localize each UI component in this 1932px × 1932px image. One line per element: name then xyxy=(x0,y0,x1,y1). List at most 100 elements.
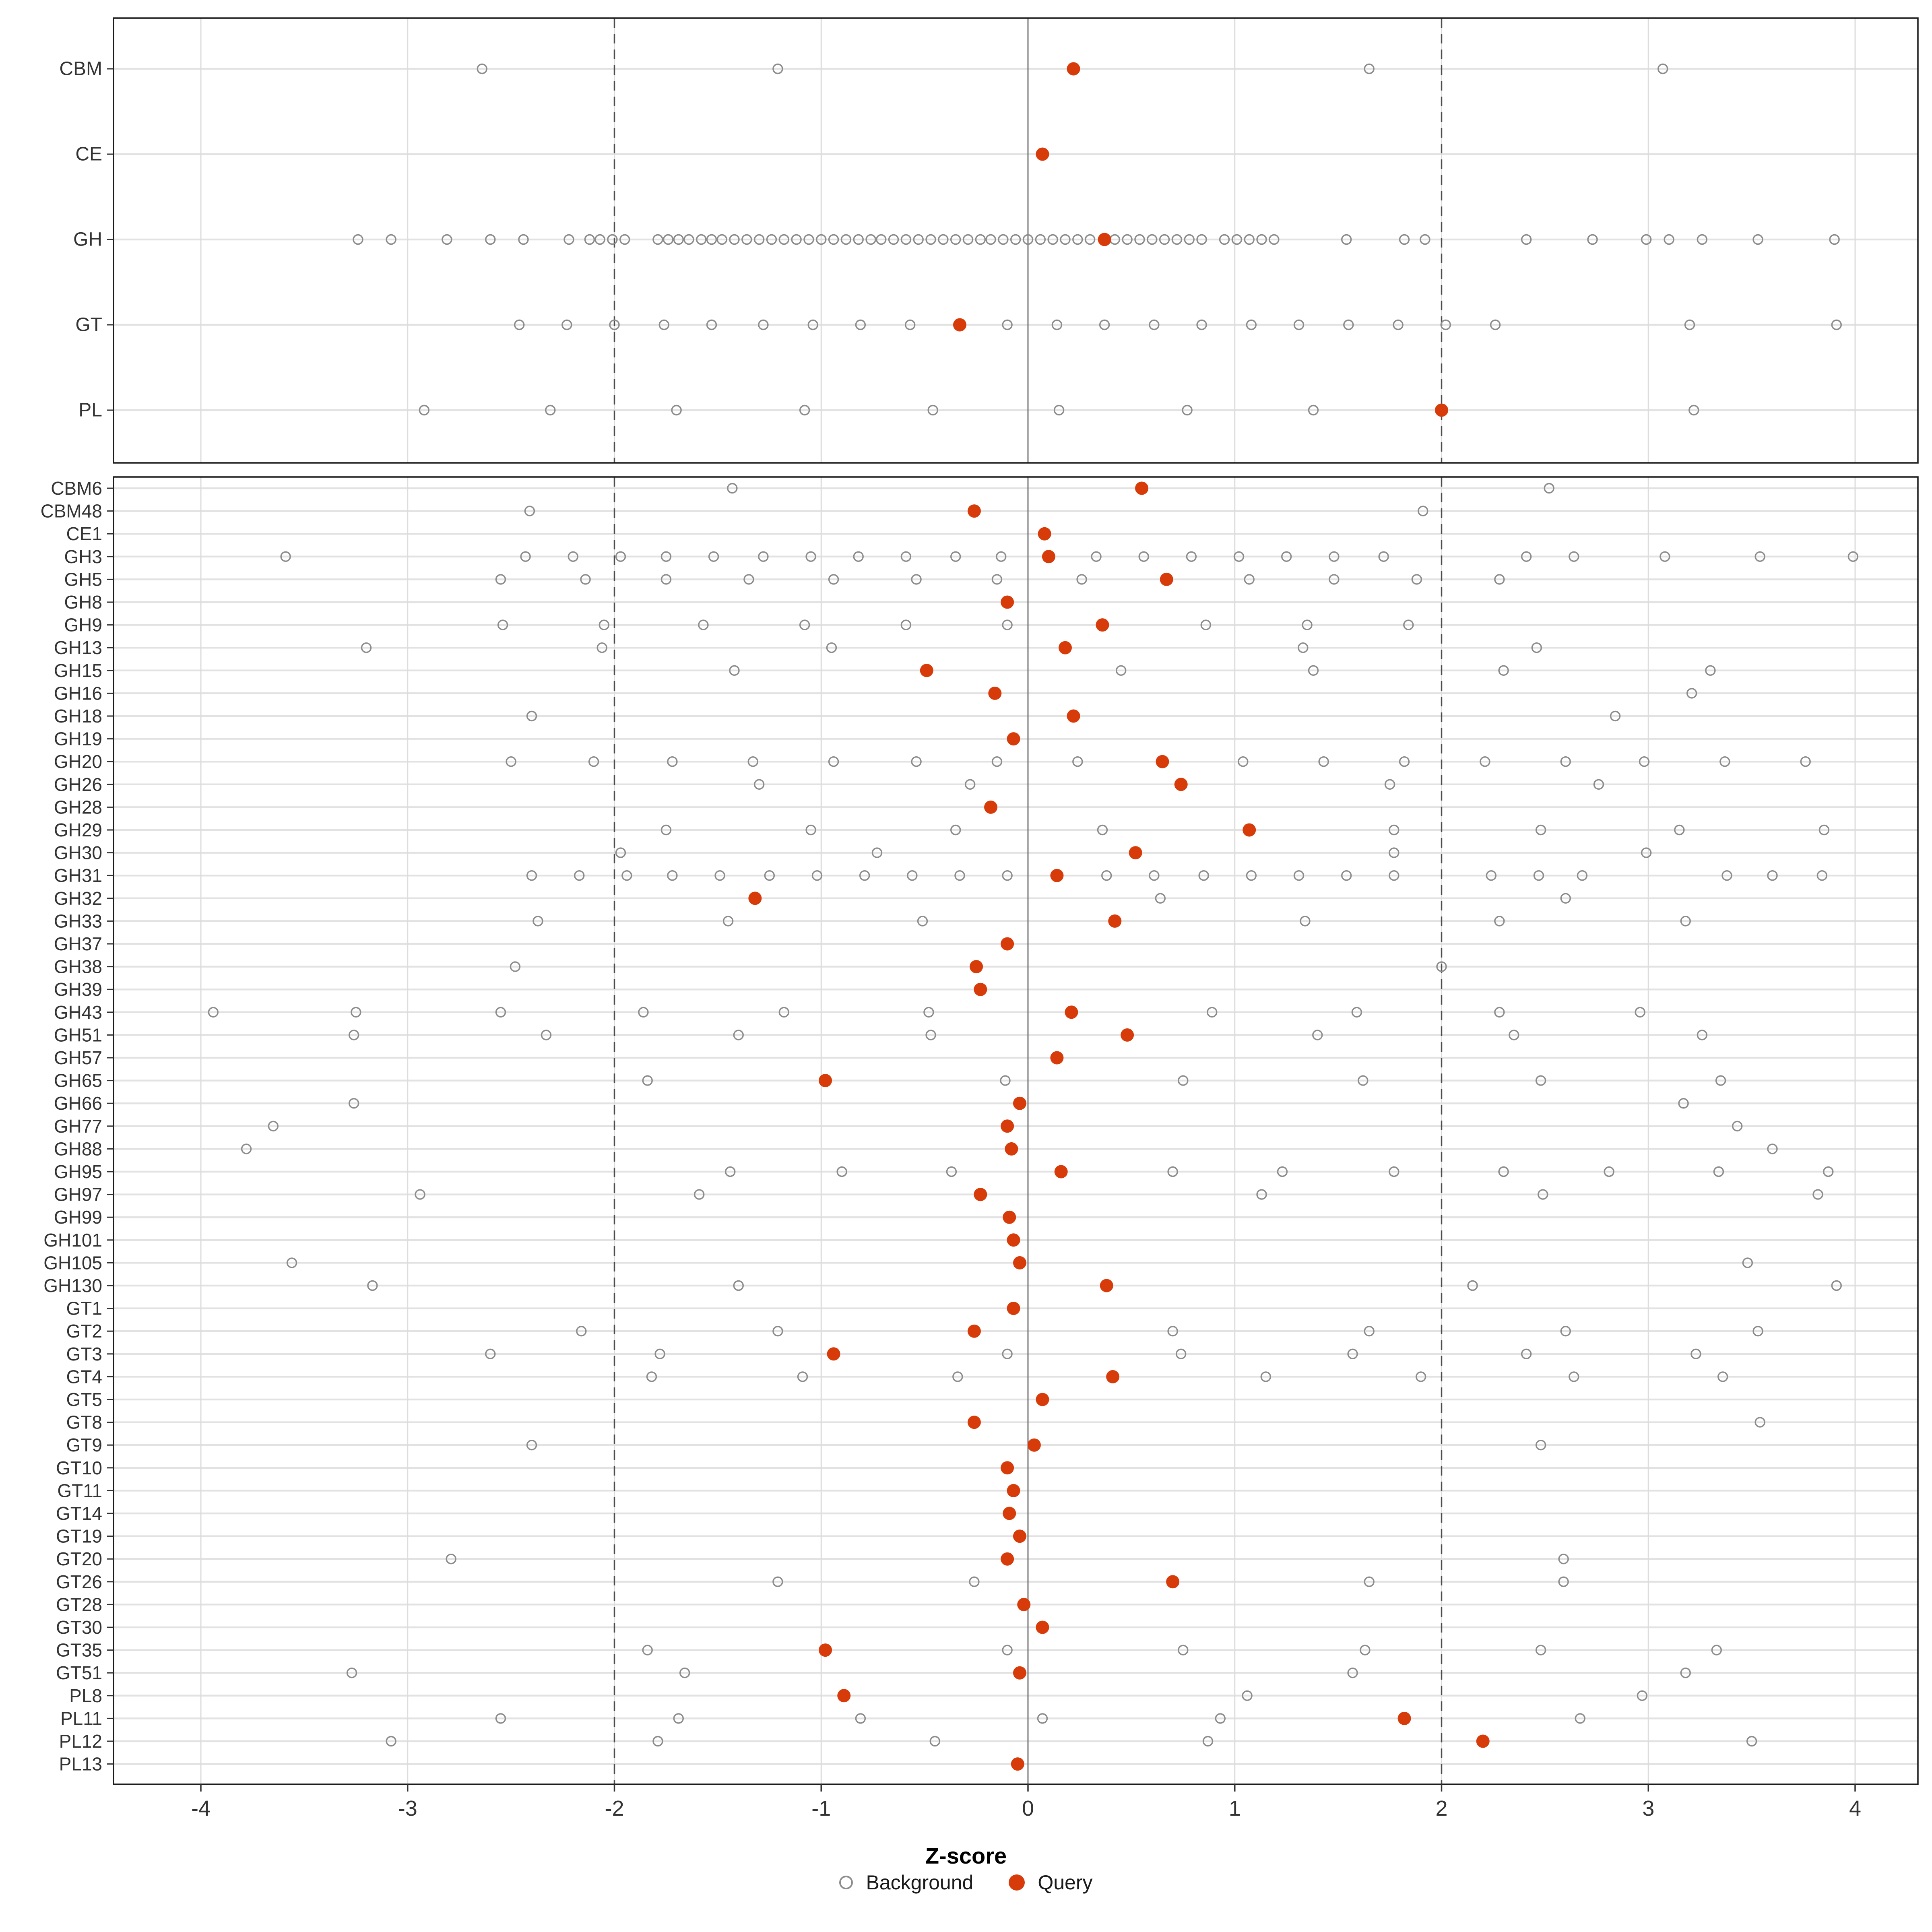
row-label: GH13 xyxy=(54,637,102,658)
background-point xyxy=(1364,1325,1375,1337)
background-point xyxy=(1635,1007,1645,1018)
query-point xyxy=(1135,481,1149,495)
x-tick-label: 4 xyxy=(1849,1796,1861,1821)
background-point xyxy=(929,1736,941,1747)
background-point xyxy=(1498,1166,1509,1177)
background-point xyxy=(1674,824,1685,836)
background-point xyxy=(386,234,396,245)
background-point xyxy=(1680,916,1691,927)
background-point xyxy=(1752,1325,1763,1337)
background-point xyxy=(683,234,694,245)
background-point xyxy=(985,234,996,245)
background-point xyxy=(764,870,775,881)
background-point xyxy=(1002,1348,1013,1360)
background-point xyxy=(495,574,506,585)
background-point xyxy=(917,916,928,927)
background-point xyxy=(1072,756,1083,767)
background-point xyxy=(1816,870,1827,881)
row-label: GH19 xyxy=(54,729,102,749)
background-point xyxy=(1717,1371,1728,1382)
background-point xyxy=(950,824,961,836)
background-point xyxy=(1178,1645,1189,1655)
background-point xyxy=(361,642,372,653)
query-point xyxy=(1397,1711,1411,1725)
background-point xyxy=(485,1348,496,1360)
background-point xyxy=(1560,756,1571,767)
x-tick-label: 1 xyxy=(1229,1796,1241,1821)
row-label: GT5 xyxy=(66,1389,102,1410)
background-point xyxy=(811,870,823,881)
background-point xyxy=(1300,916,1311,927)
background-point xyxy=(580,574,591,585)
background-point xyxy=(1134,234,1145,245)
background-point xyxy=(652,234,663,245)
background-point xyxy=(658,319,670,330)
query-point xyxy=(837,1689,851,1703)
background-point xyxy=(1415,1371,1426,1382)
background-point xyxy=(346,1668,357,1678)
background-point xyxy=(607,234,618,245)
row-label: GH95 xyxy=(54,1161,102,1182)
background-point xyxy=(1389,824,1399,836)
legend-query-marker-icon xyxy=(1009,1874,1025,1891)
background-point xyxy=(497,619,508,630)
background-point xyxy=(1823,1166,1834,1177)
background-point xyxy=(743,574,754,585)
background-point xyxy=(208,1007,219,1018)
background-point xyxy=(1531,642,1542,653)
background-point xyxy=(805,824,816,836)
background-point xyxy=(1558,1553,1569,1565)
background-point xyxy=(510,961,521,972)
query-point xyxy=(967,504,981,518)
background-point xyxy=(946,1166,957,1177)
background-point xyxy=(661,551,672,562)
background-point xyxy=(1171,234,1183,245)
background-point xyxy=(1604,1166,1614,1177)
query-point xyxy=(1013,1256,1026,1269)
background-point xyxy=(1560,1325,1571,1337)
background-point xyxy=(663,234,674,245)
background-point xyxy=(1480,756,1490,767)
background-point xyxy=(729,234,740,245)
background-point xyxy=(778,234,789,245)
x-tick-label: 2 xyxy=(1435,1796,1447,1821)
background-point xyxy=(1053,405,1065,416)
row-label: GT2 xyxy=(66,1321,102,1342)
background-point xyxy=(855,319,866,330)
row-label: GH32 xyxy=(54,888,102,909)
background-point xyxy=(724,1166,736,1177)
background-point xyxy=(1399,234,1410,245)
query-point xyxy=(1065,1005,1078,1019)
background-point xyxy=(506,756,516,767)
background-point xyxy=(1544,483,1554,494)
background-point xyxy=(477,63,487,74)
background-point xyxy=(654,1348,665,1360)
query-point xyxy=(967,1324,981,1338)
query-point xyxy=(1001,595,1014,609)
x-tick-label: -3 xyxy=(398,1796,417,1821)
background-point xyxy=(646,1371,657,1382)
background-point xyxy=(799,405,810,416)
background-point xyxy=(1343,319,1354,330)
panel-border xyxy=(113,17,1919,464)
background-point xyxy=(1097,824,1108,836)
query-point xyxy=(1054,1165,1068,1179)
background-point xyxy=(826,642,837,653)
row-label: PL12 xyxy=(59,1731,102,1752)
background-point xyxy=(758,551,769,562)
row-label: GH51 xyxy=(54,1024,102,1045)
background-point xyxy=(1436,961,1447,972)
row-label: GH43 xyxy=(54,1002,102,1023)
background-point xyxy=(1051,319,1063,330)
background-point xyxy=(1389,870,1399,881)
background-point xyxy=(1713,1166,1724,1177)
background-point xyxy=(733,1280,744,1291)
x-tick-label: -2 xyxy=(605,1796,624,1821)
row-label: GT xyxy=(75,314,102,336)
background-point xyxy=(1260,1371,1271,1382)
background-point xyxy=(799,619,810,630)
background-point xyxy=(1818,824,1830,836)
background-point xyxy=(1420,234,1430,245)
background-point xyxy=(609,319,620,330)
background-point xyxy=(1207,1007,1218,1018)
